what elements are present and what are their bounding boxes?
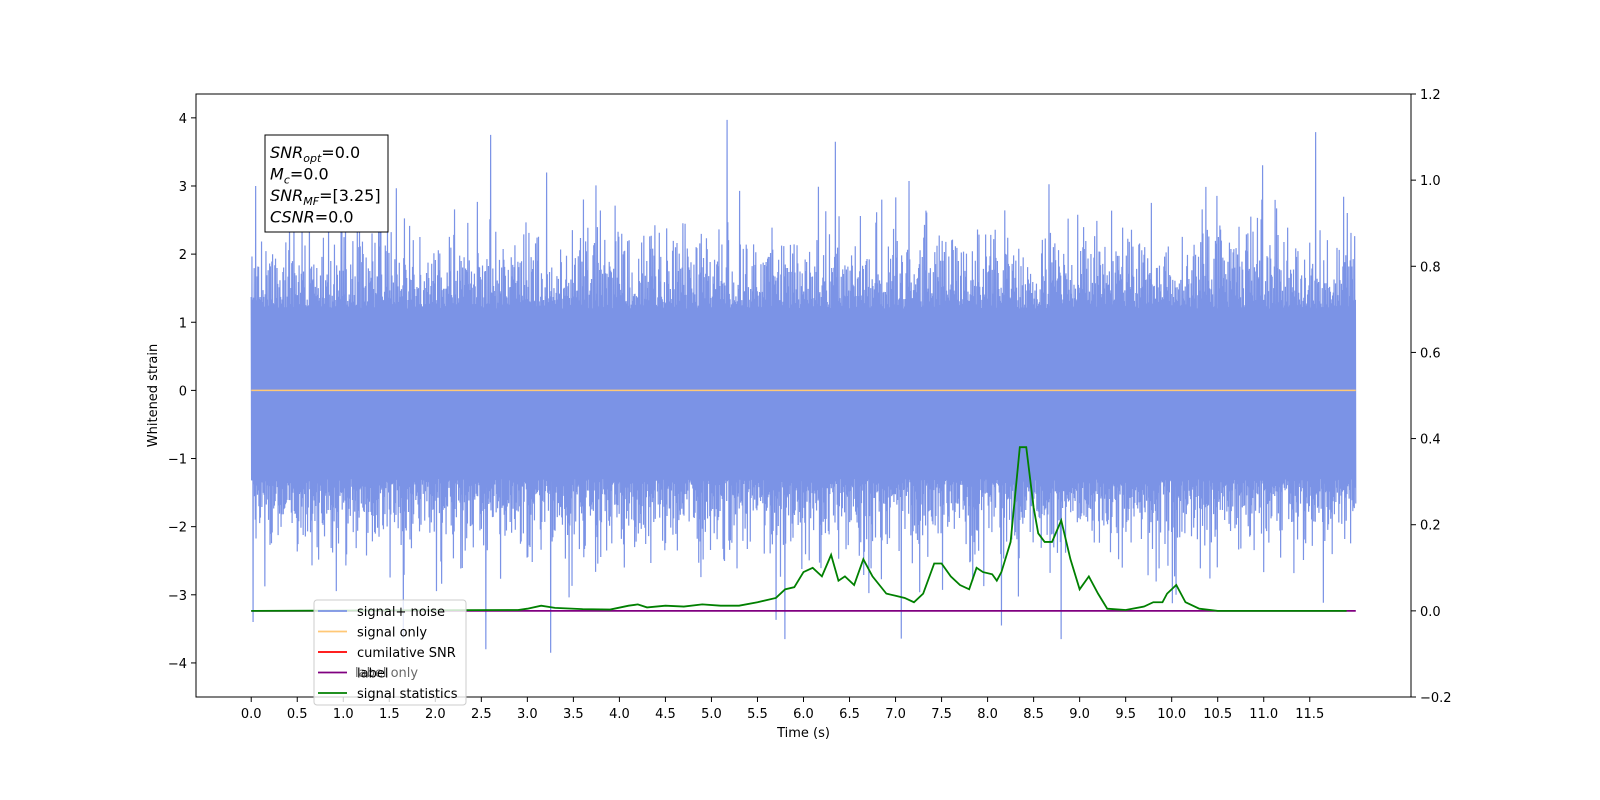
y-tick-label: −2 bbox=[168, 521, 187, 536]
x-tick-label: 2.0 bbox=[425, 707, 446, 722]
x-tick-label: 9.0 bbox=[1069, 707, 1090, 722]
info-line: CSNR=0.0 bbox=[270, 208, 354, 227]
legend-entry-label: label bbox=[357, 667, 388, 682]
x-tick-label: 8.0 bbox=[977, 707, 998, 722]
y-tick-label: −1 bbox=[168, 453, 187, 468]
x-tick-label: 7.0 bbox=[885, 707, 906, 722]
y2-tick-label: −0.2 bbox=[1420, 691, 1452, 706]
signal-noise-series bbox=[250, 119, 1357, 653]
signal-statistics-series bbox=[251, 446, 1347, 612]
x-tick-label: 5.5 bbox=[747, 707, 768, 722]
legend: label only signal+ noise signal only cumila… bbox=[313, 599, 467, 706]
x-tick-label: 10.0 bbox=[1157, 707, 1186, 722]
x-tick-label: 4.0 bbox=[609, 707, 630, 722]
y-tick-label: 0 bbox=[179, 384, 187, 399]
info-line: Mc=0.0 bbox=[270, 165, 329, 187]
x-tick-label: 7.5 bbox=[931, 707, 952, 722]
x-axis: 0.0 0.5 1.0 1.5 2.0 2.5 3.0 3.5 4.0 4.5 5.0 5.5 6.0 6… bbox=[241, 697, 1324, 722]
y2-tick-label: 0.0 bbox=[1420, 605, 1441, 620]
x-tick-label: 6.5 bbox=[839, 707, 860, 722]
x-axis-label: Time (s) bbox=[776, 726, 830, 741]
x-tick-label: 0.0 bbox=[241, 707, 262, 722]
legend-hidden-label: label only bbox=[355, 666, 418, 681]
info-line: SNRopt=0.0 bbox=[270, 143, 360, 165]
info-box-frame bbox=[264, 134, 389, 233]
legend-entry-label: signal+ noise bbox=[357, 605, 445, 620]
x-tick-label: 3.0 bbox=[517, 707, 538, 722]
legend-frame bbox=[313, 599, 467, 706]
y-axis-right: 1.2 1.0 0.8 0.6 0.4 0.2 0.0 −0.2 bbox=[1411, 88, 1452, 706]
x-tick-label: 10.5 bbox=[1203, 707, 1232, 722]
legend-entry-label: signal only bbox=[357, 626, 427, 641]
x-tick-label: 3.5 bbox=[563, 707, 584, 722]
signal-noise-line bbox=[250, 119, 1357, 653]
y-axis-left: 4 3 2 1 0 −1 −2 −3 −4 bbox=[168, 112, 196, 672]
y-tick-label: 3 bbox=[179, 180, 187, 195]
y-tick-label: 2 bbox=[179, 248, 187, 263]
x-tick-label: 1.0 bbox=[333, 707, 354, 722]
x-tick-label: 4.5 bbox=[655, 707, 676, 722]
x-tick-label: 9.5 bbox=[1115, 707, 1136, 722]
x-tick-label: 11.0 bbox=[1249, 707, 1278, 722]
x-tick-label: 8.5 bbox=[1023, 707, 1044, 722]
y-tick-label: −3 bbox=[168, 589, 187, 604]
y-tick-label: 4 bbox=[179, 112, 187, 127]
x-tick-label: 0.5 bbox=[287, 707, 308, 722]
x-tick-label: 11.5 bbox=[1295, 707, 1324, 722]
y2-tick-label: 1.0 bbox=[1420, 174, 1441, 189]
y2-tick-label: 0.8 bbox=[1420, 260, 1441, 275]
y2-tick-label: 0.6 bbox=[1420, 346, 1441, 361]
y2-tick-label: 1.2 bbox=[1420, 88, 1441, 103]
legend-entry-label: cumilative SNR bbox=[357, 646, 456, 661]
y-axis-label: Whitened strain bbox=[146, 344, 161, 447]
x-tick-label: 5.0 bbox=[701, 707, 722, 722]
y2-tick-label: 0.2 bbox=[1420, 519, 1441, 534]
y2-tick-label: 0.4 bbox=[1420, 433, 1441, 448]
x-tick-label: 1.5 bbox=[379, 707, 400, 722]
info-line: SNRMF=[3.25] bbox=[270, 186, 381, 208]
x-tick-label: 2.5 bbox=[471, 707, 492, 722]
y-tick-label: −4 bbox=[168, 657, 187, 672]
legend-entry-label: signal statistics bbox=[357, 687, 458, 702]
x-tick-label: 6.0 bbox=[793, 707, 814, 722]
y-tick-label: 1 bbox=[179, 316, 187, 331]
